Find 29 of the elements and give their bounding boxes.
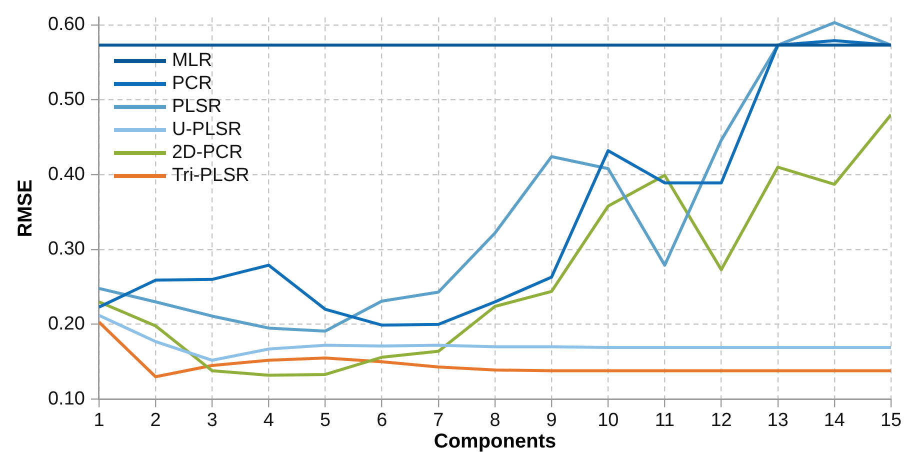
x-tick-label: 1 (94, 410, 104, 431)
y-tick-label: 0.30 (48, 238, 85, 260)
y-tick-label: 0.20 (48, 314, 85, 335)
x-tick-label: 11 (654, 410, 675, 431)
legend-label: MLR (172, 49, 212, 72)
x-tick-label: 5 (320, 410, 331, 431)
x-tick-label: 7 (433, 410, 444, 431)
x-tick-label: 9 (546, 410, 557, 431)
y-tick-label: 0.60 (48, 14, 85, 36)
y-axis-title: RMSE (14, 179, 37, 238)
x-tick-label: 12 (710, 410, 732, 431)
x-tick-label: 14 (824, 410, 846, 431)
x-tick-label: 8 (490, 410, 500, 431)
legend-label: 2D-PCR (172, 141, 243, 164)
x-tick-label: 15 (880, 410, 902, 431)
y-tick-label: 0.40 (48, 164, 85, 185)
x-tick-label: 6 (376, 410, 388, 431)
x-tick-label: 10 (598, 410, 619, 431)
y-tick-label: 0.10 (48, 388, 85, 410)
legend-label: PCR (172, 72, 212, 96)
legend-label: PLSR (172, 95, 222, 118)
x-tick-label: 13 (767, 410, 788, 431)
x-tick-label: 4 (263, 410, 274, 431)
x-axis-title: Components (434, 430, 556, 453)
legend-label: Tri-PLSR (172, 164, 250, 188)
x-tick-label: 3 (206, 410, 218, 431)
x-tick-label: 2 (150, 410, 161, 431)
legend-label: U-PLSR (172, 118, 242, 142)
y-tick-label: 0.50 (48, 88, 85, 110)
